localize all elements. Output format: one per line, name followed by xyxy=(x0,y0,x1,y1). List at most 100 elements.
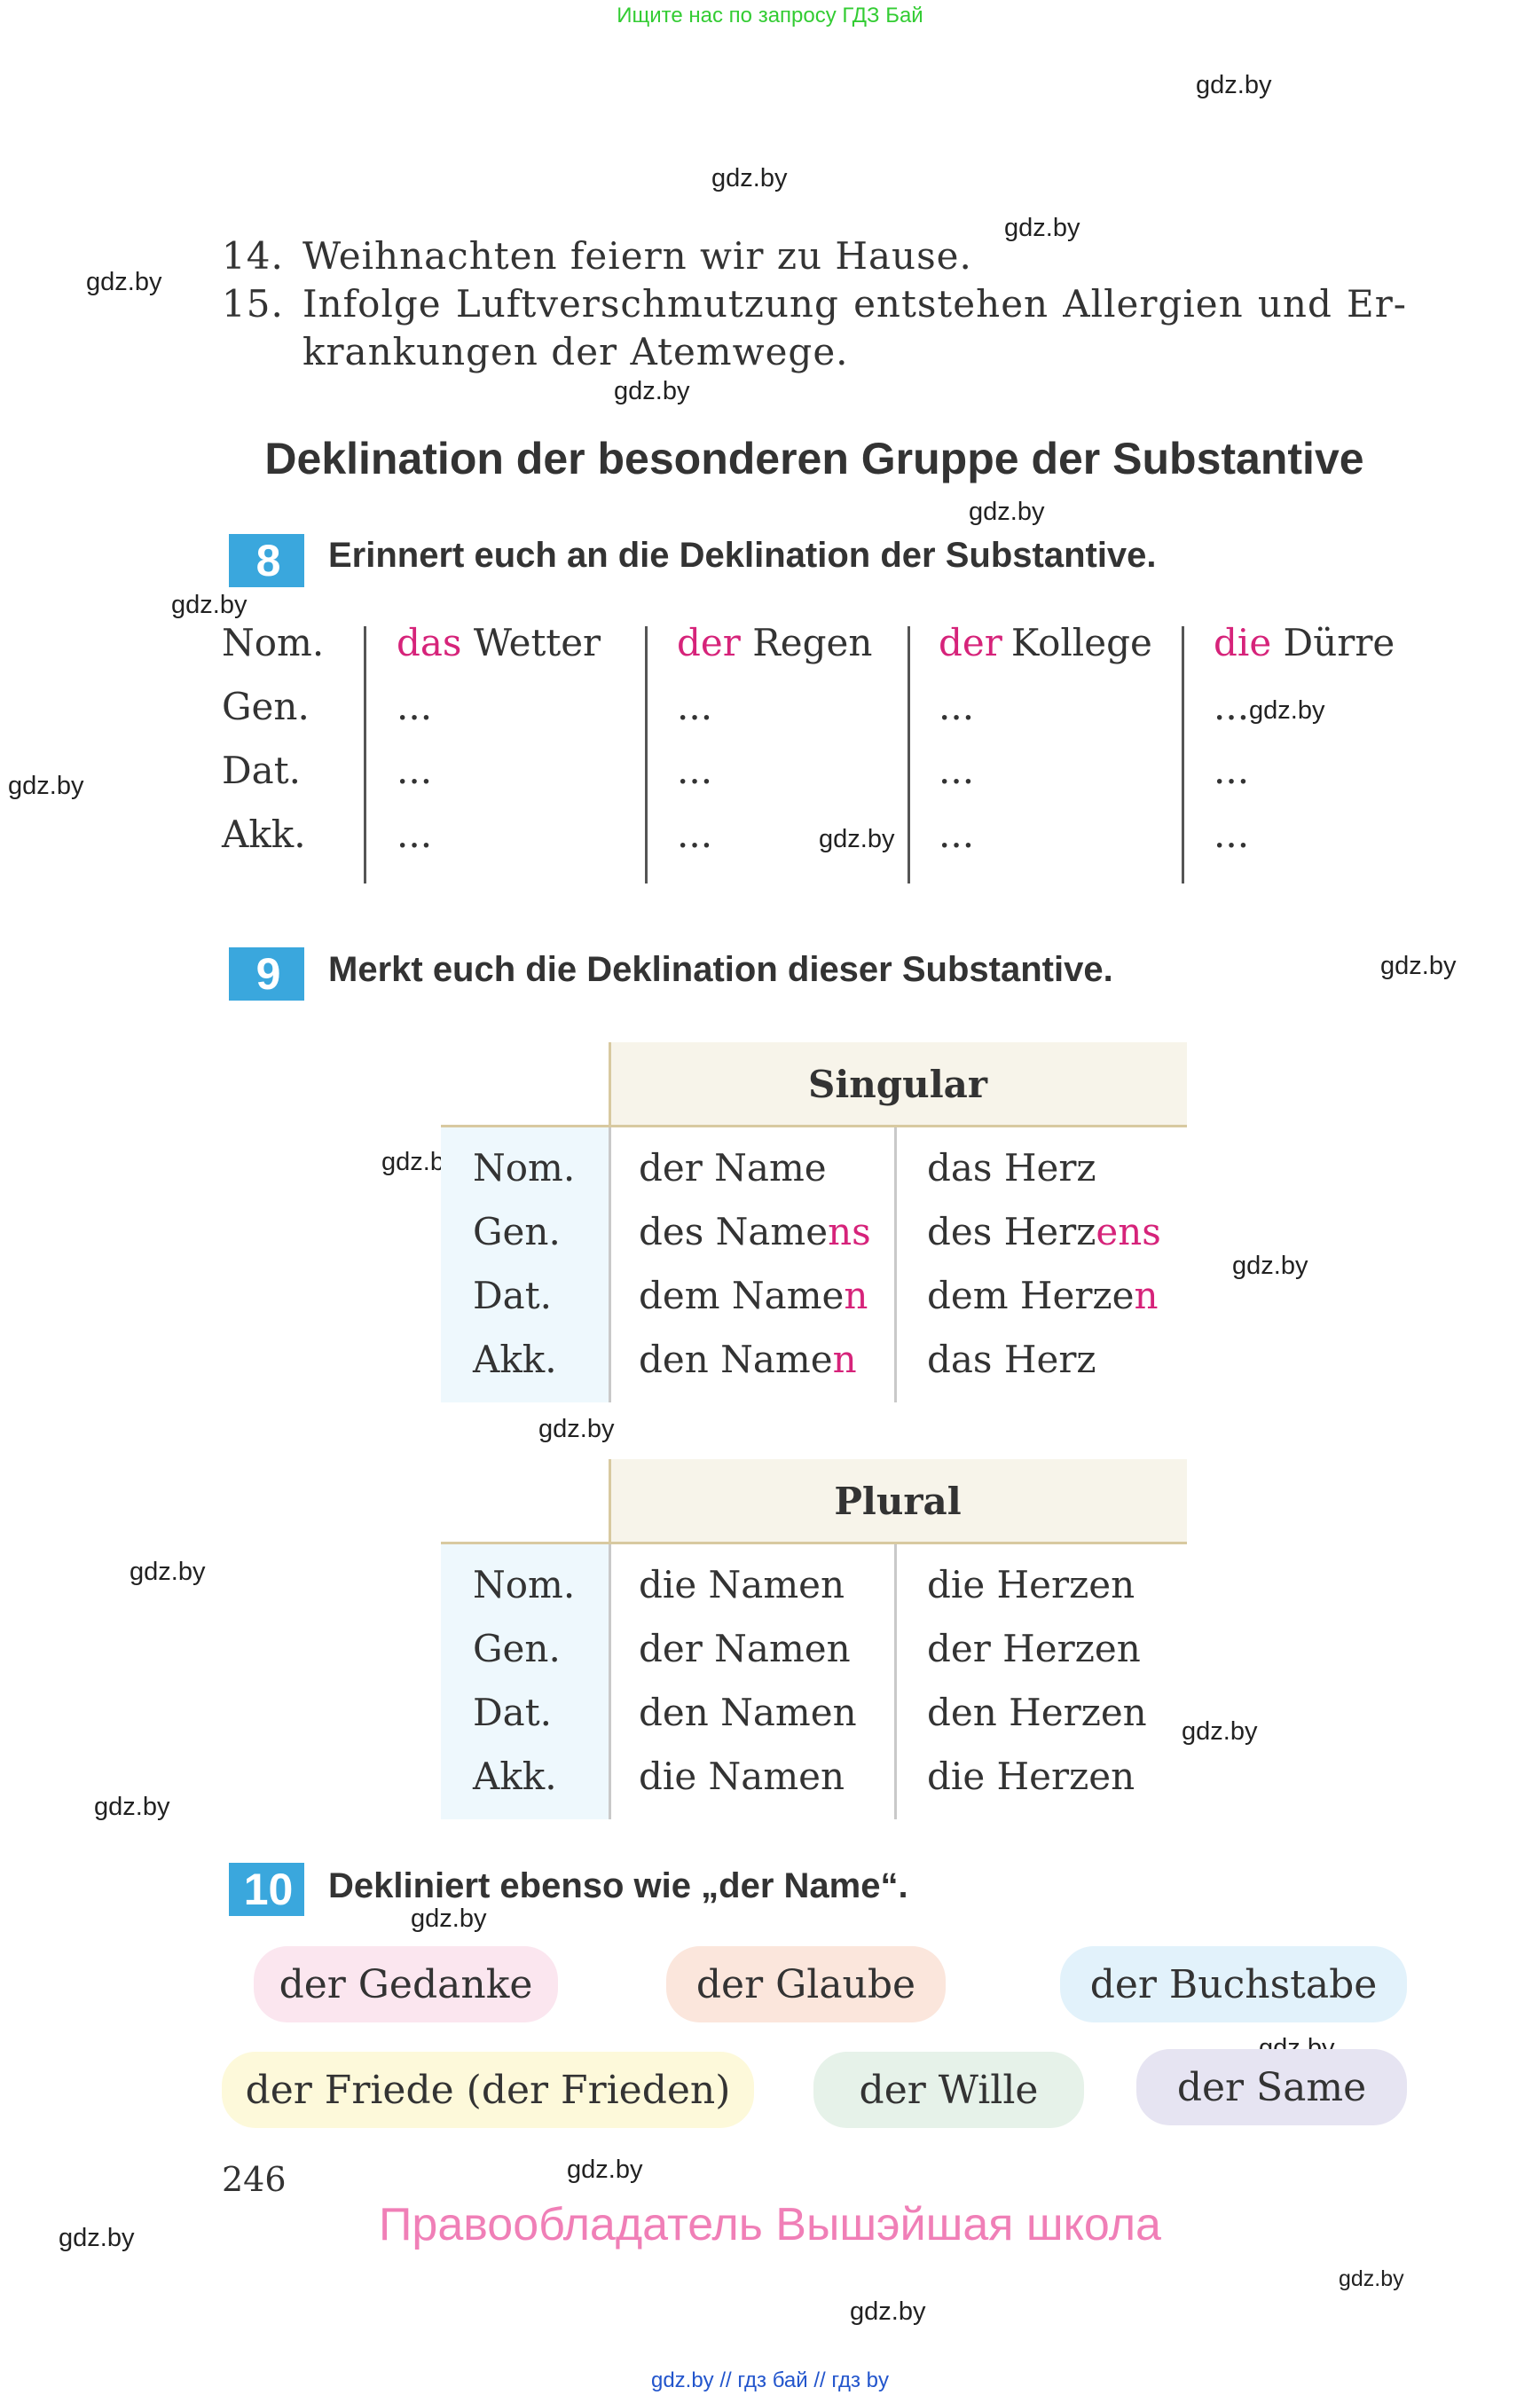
watermark: gdz.by xyxy=(1249,696,1325,725)
table-cell: den Namen xyxy=(639,1338,857,1381)
copyright-notice: Правообладатель Вышэйшая школа xyxy=(379,2199,1161,2250)
case-label: Dat. xyxy=(222,749,301,792)
singular-header: Singular xyxy=(609,1042,1187,1126)
table-cell: den Herzen xyxy=(927,1691,1147,1734)
exercise-number-badge: 8 xyxy=(220,525,304,587)
case-label: Dat. xyxy=(473,1274,552,1317)
table-divider xyxy=(894,1544,897,1819)
table-cell: den Namen xyxy=(639,1691,857,1734)
table-divider xyxy=(609,1544,611,1819)
watermark: gdz.by xyxy=(59,2224,135,2252)
case-label: Nom. xyxy=(473,1146,576,1190)
word-chip: der Gedanke xyxy=(254,1946,558,2022)
table-cell: die Namen xyxy=(639,1563,845,1606)
watermark: gdz.by xyxy=(538,1415,615,1443)
case-column-bg xyxy=(441,1544,609,1819)
case-label: Nom. xyxy=(222,621,325,664)
plural-header: Plural xyxy=(609,1459,1187,1543)
table-divider xyxy=(609,1127,611,1402)
noun-header: das Wetter xyxy=(397,621,601,664)
table-cell: die Namen xyxy=(639,1755,845,1798)
column-divider xyxy=(364,626,366,883)
table-cell: dem Namen xyxy=(639,1274,868,1317)
case-label: Dat. xyxy=(473,1691,552,1734)
watermark: gdz.by xyxy=(850,2297,926,2326)
case-label: Akk. xyxy=(473,1755,557,1798)
noun-header: der Kollege xyxy=(939,621,1152,664)
blank-placeholder: ... xyxy=(939,813,975,856)
watermark: gdz.by xyxy=(614,377,690,405)
top-note: Ищите нас по запросу ГДЗ Бай xyxy=(617,4,923,27)
page-number: 246 xyxy=(222,2160,287,2199)
watermark: gdz.by xyxy=(130,1558,206,1586)
noun-header: der Regen xyxy=(677,621,873,664)
watermark: gdz.by xyxy=(1339,2266,1404,2291)
case-label: Gen. xyxy=(222,685,310,728)
blank-placeholder: ... xyxy=(677,813,713,856)
watermark: gdz.by xyxy=(8,772,84,800)
blank-placeholder: ... xyxy=(397,749,433,792)
table-divider xyxy=(609,1042,611,1126)
blank-placeholder: ... xyxy=(677,685,713,728)
case-label: Gen. xyxy=(473,1210,561,1253)
watermark: gdz.by xyxy=(1182,1717,1258,1746)
table-divider xyxy=(609,1459,611,1543)
case-column-bg xyxy=(441,1127,609,1402)
exercise-title: Merkt euch die Deklination dieser Substa… xyxy=(328,950,1113,989)
blank-placeholder: ... xyxy=(1214,749,1250,792)
watermark: gdz.by xyxy=(1004,214,1080,242)
word-chip: der Same xyxy=(1136,2049,1407,2125)
sentence-number: 15. xyxy=(222,282,284,326)
table-rule xyxy=(441,1125,1187,1127)
table-cell: die Herzen xyxy=(927,1755,1135,1798)
case-label: Akk. xyxy=(222,813,306,856)
table-cell: der Namen xyxy=(639,1627,851,1670)
table-cell: des Namens xyxy=(639,1210,871,1253)
table-rule xyxy=(441,1542,1187,1544)
blank-placeholder: ... xyxy=(1214,813,1250,856)
sentence-text: Weihnachten feiern wir zu Hause. xyxy=(302,234,972,278)
watermark: gdz.by xyxy=(711,164,788,192)
watermark: gdz.by xyxy=(94,1793,170,1821)
blank-placeholder: ... xyxy=(397,685,433,728)
blank-placeholder: ... xyxy=(939,685,975,728)
watermark: gdz.by xyxy=(86,268,162,296)
watermark: gdz.by xyxy=(1380,952,1457,980)
word-chip: der Buchstabe xyxy=(1060,1946,1407,2022)
watermark: gdz.by xyxy=(969,498,1045,526)
watermark: gdz.by xyxy=(411,1904,487,1933)
column-divider xyxy=(908,626,910,883)
section-heading: Deklination der besonderen Gruppe der Su… xyxy=(264,434,1364,483)
blank-placeholder: ... xyxy=(677,749,713,792)
case-label: Akk. xyxy=(473,1338,557,1381)
word-chip: der Wille xyxy=(813,2052,1084,2128)
blank-placeholder: ... xyxy=(939,749,975,792)
exercise-title: Erinnert euch an die Deklination der Sub… xyxy=(328,536,1157,575)
table-cell: der Name xyxy=(639,1146,827,1190)
sentence-text: krankungen der Atemwege. xyxy=(302,330,849,373)
table-cell: des Herzens xyxy=(927,1210,1161,1253)
exercise-number-badge: 9 xyxy=(220,938,304,1001)
exercise-number-badge: 10 xyxy=(220,1854,304,1916)
word-chip: der Friede (der Frieden) xyxy=(222,2052,754,2128)
table-cell: die Herzen xyxy=(927,1563,1135,1606)
case-label: Gen. xyxy=(473,1627,561,1670)
exercise-title: Dekliniert ebenso wie „der Name“. xyxy=(328,1866,908,1905)
blank-placeholder: ... xyxy=(1214,685,1250,728)
column-divider xyxy=(645,626,648,883)
watermark: gdz.by xyxy=(1232,1252,1308,1280)
sentence-text: Infolge Luftverschmutzung entstehen Alle… xyxy=(302,282,1407,326)
sentence-number: 14. xyxy=(222,234,284,278)
table-cell: das Herz xyxy=(927,1146,1096,1190)
table-cell: der Herzen xyxy=(927,1627,1141,1670)
footer-links: gdz.by // гдз бай // гдз by xyxy=(650,2368,890,2392)
watermark: gdz.by xyxy=(819,825,895,853)
blank-placeholder: ... xyxy=(397,813,433,856)
table-cell: dem Herzen xyxy=(927,1274,1159,1317)
watermark: gdz.by xyxy=(171,591,248,619)
watermark: gdz.by xyxy=(1196,71,1272,99)
table-divider xyxy=(894,1127,897,1402)
column-divider xyxy=(1182,626,1184,883)
table-cell: das Herz xyxy=(927,1338,1096,1381)
watermark: gdz.by xyxy=(567,2156,643,2184)
